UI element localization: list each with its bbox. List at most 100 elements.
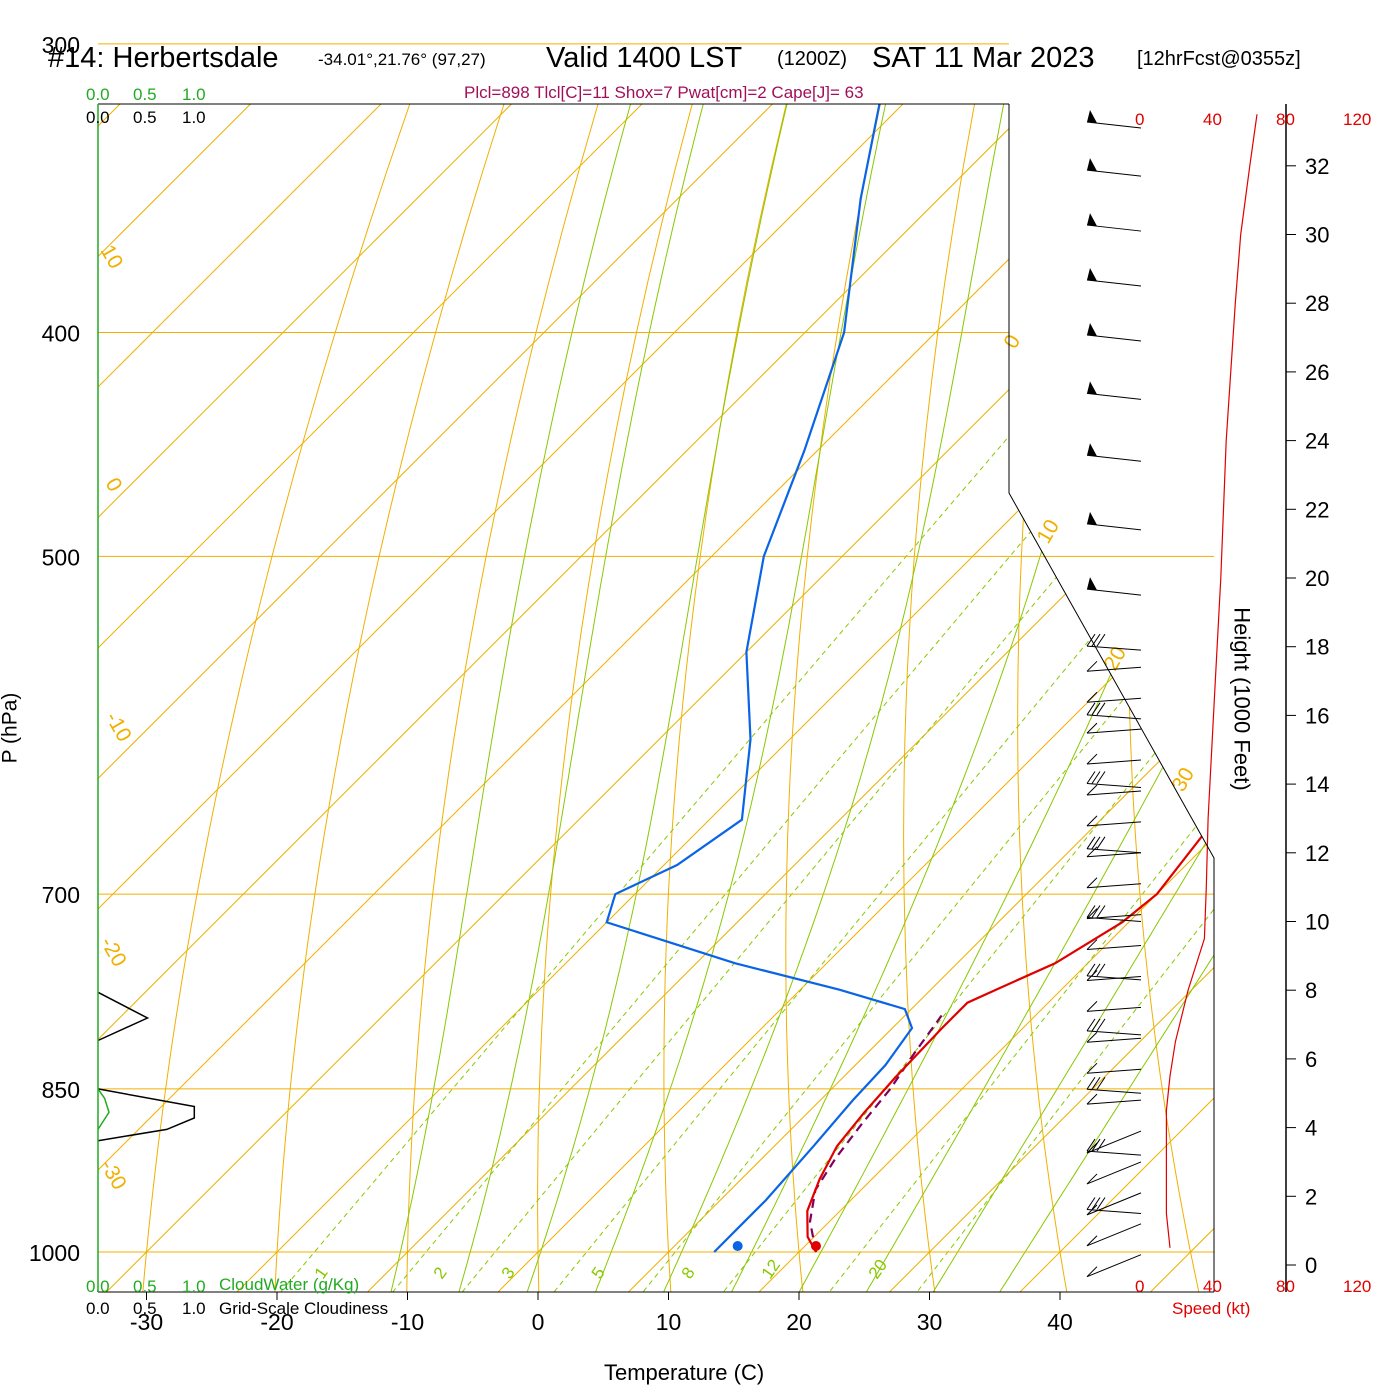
wind-barb-pennant xyxy=(1087,110,1097,124)
wind-barb-feather xyxy=(1091,905,1101,918)
speed-tick-bottom-0: 0 xyxy=(1135,1277,1145,1296)
plot-right-border xyxy=(1008,104,1215,1292)
cloudwater-scale-top-1: 0.5 xyxy=(133,85,157,104)
isotherm-label: -30 xyxy=(96,1156,131,1194)
wind-barb-pennant xyxy=(1087,577,1097,591)
cloudwater-line xyxy=(97,1088,110,1130)
wind-barb xyxy=(1086,660,1098,672)
speed-tick-top-120: 120 xyxy=(1343,110,1372,129)
wind-barb-pennant xyxy=(1087,381,1097,395)
height-tick-label: 8 xyxy=(1305,978,1317,1003)
moist-adiabat xyxy=(898,104,1214,1292)
wind-barb-pennant xyxy=(1087,268,1097,282)
wind-barb-feather xyxy=(1091,1197,1101,1210)
cloudiness-scale-bottom-0: 0.0 xyxy=(86,1299,110,1318)
isotherm-line xyxy=(703,104,1214,1292)
pressure-tick-label: 700 xyxy=(42,882,80,908)
wind-barb xyxy=(1086,1235,1098,1247)
cloudiness-scale-bottom-2: 1.0 xyxy=(182,1299,206,1318)
mixing-ratio-line xyxy=(233,332,1099,1292)
speed-axis-label: Speed (kt) xyxy=(1172,1299,1251,1318)
isotherm-line xyxy=(572,104,1214,1292)
cloudiness-scale-top-2: 1.0 xyxy=(182,108,206,127)
wind-barb-feather xyxy=(1096,771,1106,784)
wind-barb-feather xyxy=(1091,1138,1101,1152)
wind-barbs xyxy=(1086,110,1142,1278)
pressure-tick-label: 300 xyxy=(42,32,80,58)
wind-barb xyxy=(1086,722,1098,734)
wind-barb-feather xyxy=(1086,905,1096,918)
mixing-ratio-labels: 1 2 3 5 8 12 20 xyxy=(311,1256,891,1282)
wind-barb-pennant xyxy=(1087,322,1097,336)
isotherm-line xyxy=(442,104,1214,1292)
wind-barb xyxy=(1086,945,1142,951)
wind-barb xyxy=(1086,1192,1142,1216)
height-tick-label: 12 xyxy=(1305,841,1329,866)
speed-tick-bottom-40: 40 xyxy=(1203,1277,1222,1296)
pressure-tick-label: 850 xyxy=(42,1077,80,1103)
pressure-tick-label: 1000 xyxy=(29,1240,80,1266)
wind-speed-plot xyxy=(1165,114,1258,1248)
forecast-date: SAT 11 Mar 2023 xyxy=(872,42,1095,74)
moist-adiabat xyxy=(507,104,863,1292)
cloudwater-scale-top-2: 1.0 xyxy=(182,85,206,104)
wind-barb-feather xyxy=(1086,702,1096,716)
wind-barb xyxy=(1086,753,1098,765)
x-tick-label: 10 xyxy=(656,1309,682,1335)
height-tick-label: 22 xyxy=(1305,497,1329,522)
mixing-ratio-line xyxy=(508,332,1214,1292)
isotherm-line xyxy=(98,104,1214,1292)
isotherm-line xyxy=(833,104,1214,1292)
background-grid xyxy=(98,104,1214,1292)
pressure-tick-label: 500 xyxy=(42,544,80,570)
cloudwater-scale-bottom-0: 0.0 xyxy=(86,1277,110,1296)
x-tick-label: 0 xyxy=(532,1309,545,1335)
wind-barb-feather xyxy=(1091,1076,1101,1090)
wind-barb xyxy=(1086,1161,1142,1185)
wind-barb xyxy=(1086,939,1098,950)
wind-barb-feather xyxy=(1086,1138,1096,1152)
cloudiness-scale-top-1: 0.5 xyxy=(133,108,157,127)
moist-adiabat xyxy=(637,104,1065,1292)
wind-barb-feather xyxy=(1086,1197,1096,1210)
height-axis-title: Height (1000 Feet) xyxy=(1229,607,1255,791)
dewpoint-line xyxy=(605,104,939,1253)
wind-barb-feather xyxy=(1091,836,1101,850)
y-axis-title: P (hPa) xyxy=(0,692,22,764)
wind-barb xyxy=(1086,1088,1142,1094)
wind-barb-feather xyxy=(1096,836,1106,850)
dry-adiabat xyxy=(903,104,1038,1292)
wind-barb-feather xyxy=(1086,963,1096,977)
cloudwater-scale-top-0: 0.0 xyxy=(86,85,110,104)
x-tick-label: 30 xyxy=(917,1309,943,1335)
wind-barb xyxy=(1086,883,1142,889)
height-tick-label: 24 xyxy=(1305,429,1329,454)
wind-barb xyxy=(1086,848,1142,854)
moist-adiabat xyxy=(441,104,786,1292)
wind-barb-pennant xyxy=(1087,443,1097,457)
wind-barb xyxy=(1086,454,1142,462)
wind-barb xyxy=(1086,588,1142,596)
mixing-ratio-line xyxy=(346,332,1200,1292)
height-tick-label: 6 xyxy=(1305,1047,1317,1072)
wind-barb xyxy=(1086,815,1098,827)
wind-barb xyxy=(1086,334,1142,342)
wind-barb xyxy=(1086,645,1142,651)
moist-adiabat xyxy=(963,104,1214,1292)
wind-barb xyxy=(1086,908,1098,919)
wind-barb-feather xyxy=(1096,1076,1106,1090)
dry-adiabat xyxy=(663,104,864,1292)
wind-barb xyxy=(1086,1150,1142,1156)
wind-barb xyxy=(1086,1031,1098,1043)
isotherm-line xyxy=(98,104,1214,1292)
isotherm-line xyxy=(98,104,1057,1292)
wind-barb xyxy=(1086,790,1142,796)
station-title: #14: Herbertsdale xyxy=(48,42,279,74)
height-tick-label: 28 xyxy=(1305,291,1329,316)
valid-time: Valid 1400 LST xyxy=(546,42,743,74)
height-tick-label: 26 xyxy=(1305,360,1329,385)
mixing-ratio-label: 12 xyxy=(758,1256,784,1282)
axes: -30-20-100102030402503004005007008501000… xyxy=(29,32,1330,1335)
isotherm-line xyxy=(98,104,535,1292)
wind-barb xyxy=(1086,279,1142,287)
